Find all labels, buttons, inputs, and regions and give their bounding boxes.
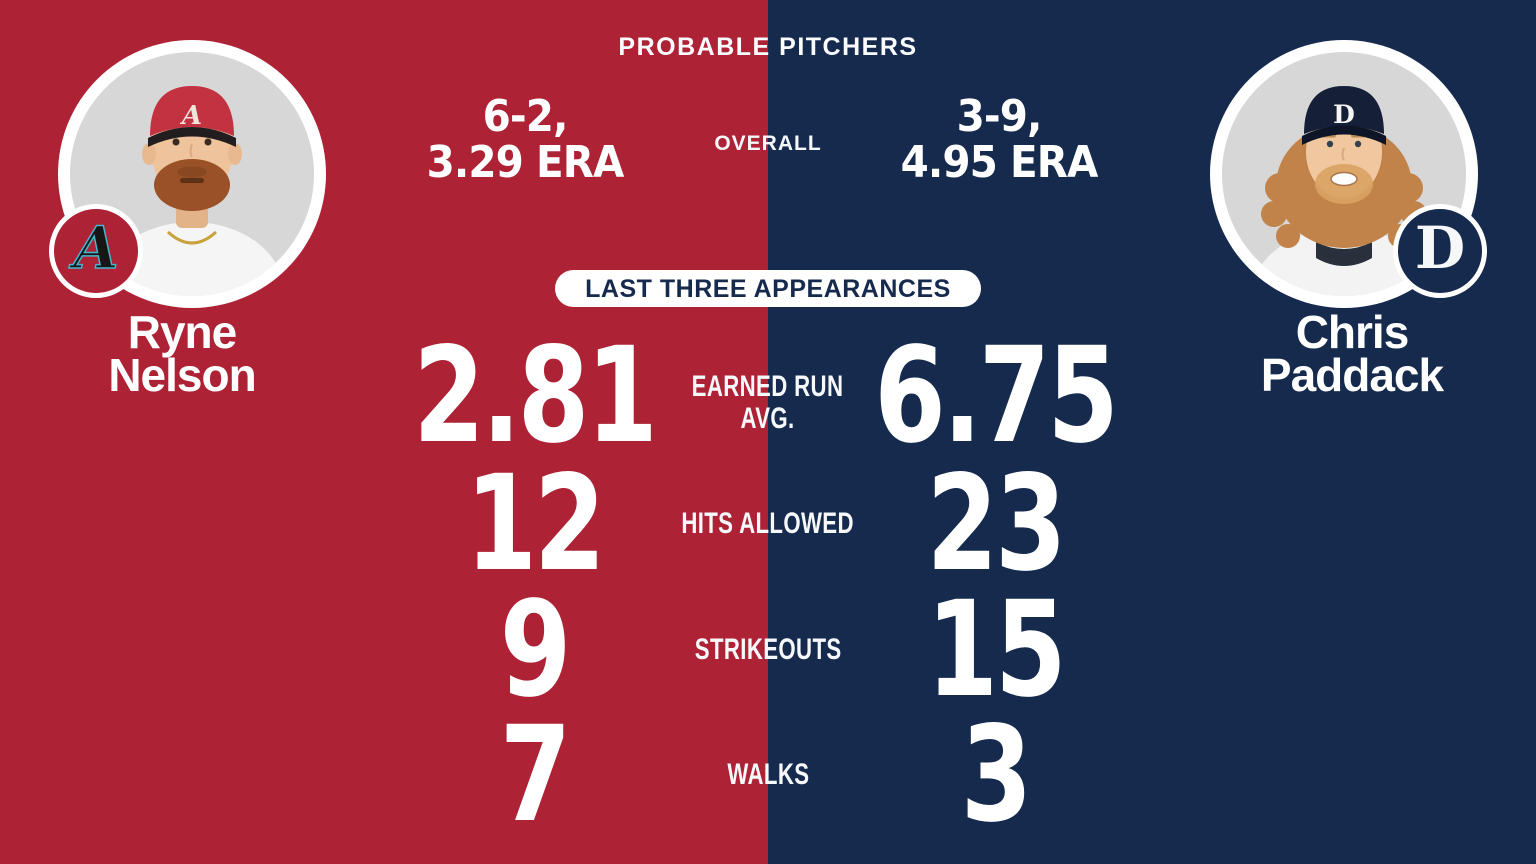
overall-label: OVERALL xyxy=(714,132,822,155)
right-player-name: Chris Paddack xyxy=(1260,306,1444,401)
left-era-value: 2.81 xyxy=(413,319,658,473)
era-label: EARNED RUN AVG. xyxy=(692,370,844,435)
diamondbacks-a-icon: A xyxy=(73,214,120,282)
right-overall-record: 3-9, 4.95 ERA xyxy=(900,91,1099,188)
left-walks-value: 7 xyxy=(499,698,572,852)
right-walks-value: 3 xyxy=(960,698,1033,852)
page-title: PROBABLE PITCHERS xyxy=(618,33,918,61)
tigers-logo: D xyxy=(1393,204,1487,298)
right-era-value: 6.75 xyxy=(874,319,1119,473)
tigers-d-icon: D xyxy=(1414,214,1466,282)
left-overall-record: 6-2, 3.29 ERA xyxy=(426,91,625,188)
right-strikeouts-value: 15 xyxy=(926,573,1066,727)
left-hits-value: 12 xyxy=(465,447,605,601)
right-hits-value: 23 xyxy=(926,447,1066,601)
section-pill-wrap: LAST THREE APPEARANCES xyxy=(0,270,1536,307)
left-strikeouts-value: 9 xyxy=(499,573,572,727)
diamondbacks-logo: A xyxy=(49,204,143,298)
dbacks-cap-letter: A xyxy=(179,101,202,131)
strikeouts-label: STRIKEOUTS xyxy=(694,633,842,666)
last-three-appearances-pill: LAST THREE APPEARANCES xyxy=(555,270,981,307)
tigers-cap-letter: D xyxy=(1333,100,1355,129)
walks-label: WALKS xyxy=(726,758,809,791)
left-player-name: Ryne Nelson xyxy=(108,306,256,401)
hits-allowed-label: HITS ALLOWED xyxy=(681,507,855,540)
